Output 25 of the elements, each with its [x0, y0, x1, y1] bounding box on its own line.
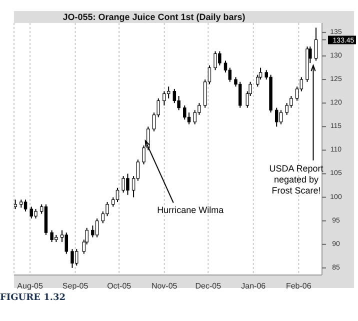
annotation: Hurricane Wilma	[157, 204, 224, 215]
candlestick	[95, 218, 99, 238]
caption: FIGURE 1.32	[0, 293, 66, 303]
candlestick	[183, 104, 186, 120]
x-tick-label: Oct-05	[107, 282, 132, 291]
candlestick	[279, 110, 283, 125]
annotation: USDA Report negated by Frost Scare!	[269, 163, 324, 196]
candlestick	[116, 187, 120, 202]
x-tick-label: Feb-06	[286, 282, 312, 291]
candlestick	[166, 86, 170, 99]
x-tick-label: Jan-06	[241, 282, 266, 291]
candlestick	[64, 232, 68, 254]
candlestick	[162, 90, 166, 106]
candlestick	[172, 88, 176, 104]
chart-title: JO-055: Orange Juice Cont 1st (Daily bars)	[62, 12, 246, 22]
x-tick-label: Nov-05	[151, 282, 178, 291]
candlestick	[274, 107, 278, 128]
x-tick-label: Aug-05	[17, 282, 44, 291]
candlestick	[314, 27, 318, 62]
x-tick-label: Sep-05	[62, 282, 89, 291]
candlestick	[106, 201, 109, 217]
candlestick	[24, 199, 28, 212]
candlestick	[238, 81, 242, 108]
candlestick	[187, 112, 191, 125]
x-tick-label: Dec-05	[195, 282, 222, 291]
